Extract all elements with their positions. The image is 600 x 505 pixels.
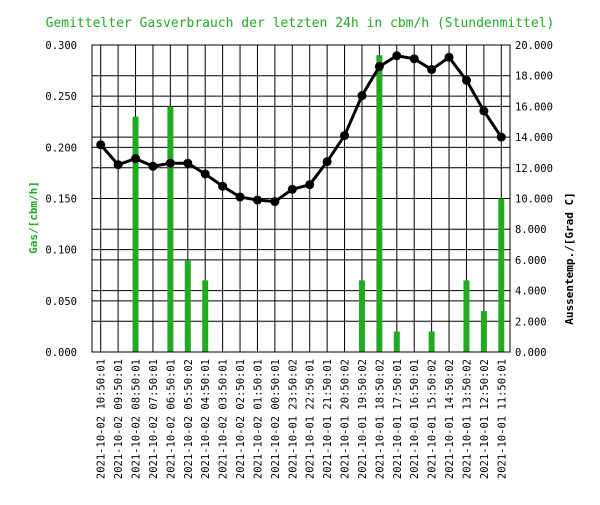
left-tick-label: 0.050	[45, 296, 77, 308]
gas-bar	[428, 331, 435, 352]
right-tick-label: 4.000	[515, 286, 547, 298]
x-tick-label: 2021-10-02 09:50:01	[113, 359, 125, 479]
x-tick-label: 2021-10-01 23:50:02	[287, 359, 299, 479]
right-tick-label: 16.000	[515, 101, 553, 113]
x-tick-label: 2021-10-01 20:50:02	[340, 359, 352, 479]
bar-series	[132, 55, 505, 353]
right-tick-label: 0.000	[515, 347, 547, 359]
temperature-point	[409, 54, 419, 64]
temperature-point	[374, 61, 384, 71]
temperature-point	[392, 51, 402, 61]
temperature-point	[96, 140, 106, 150]
left-tick-label: 0.100	[45, 245, 77, 257]
gas-bar	[480, 311, 487, 352]
right-tick-label: 10.000	[515, 194, 553, 206]
left-tick-label: 0.300	[45, 40, 77, 52]
right-axis-title: Aussentemp./[Grad C]	[563, 192, 576, 324]
temperature-point	[461, 75, 471, 85]
temperature-point	[252, 195, 262, 205]
x-tick-label: 2021-10-01 22:50:01	[305, 359, 317, 479]
gas-bar	[463, 280, 470, 352]
temperature-point	[305, 180, 315, 190]
right-tick-label: 20.000	[515, 40, 553, 52]
temperature-point	[322, 157, 332, 167]
left-tick-label: 0.000	[45, 347, 77, 359]
x-tick-label: 2021-10-01 17:50:01	[392, 359, 404, 479]
right-tick-label: 6.000	[515, 255, 547, 267]
x-tick-label: 2021-10-02 03:50:01	[218, 359, 230, 479]
gas-bar	[167, 106, 174, 353]
gas-bar	[184, 259, 191, 352]
temperature-point	[148, 161, 158, 171]
x-axis: 2021-10-02 10:50:01 2021-10-02 09:50:01 20…	[96, 359, 509, 479]
x-tick-label: 2021-10-01 21:50:01	[322, 359, 334, 479]
x-tick-label: 2021-10-02 04:50:01	[200, 359, 212, 479]
temperature-point	[131, 154, 141, 164]
temperature-point	[287, 184, 297, 194]
temperature-point	[218, 181, 228, 191]
x-tick-label: 2021-10-02 02:50:01	[235, 359, 247, 479]
x-tick-label: 2021-10-02 00:50:01	[270, 359, 282, 479]
temperature-point	[496, 132, 506, 142]
right-tick-label: 2.000	[515, 316, 547, 328]
gas-bar	[393, 331, 400, 352]
gas-bar	[202, 280, 209, 352]
gas-bar	[376, 55, 383, 352]
temperature-point	[113, 160, 123, 170]
x-tick-label: 2021-10-01 13:50:02	[461, 359, 473, 479]
left-axis-title: Gas/[cbm/h]	[27, 181, 40, 254]
x-tick-label: 2021-10-01 11:50:01	[496, 359, 508, 479]
gas-bar	[358, 280, 365, 352]
grid	[92, 44, 510, 353]
x-tick-label: 2021-10-01 12:50:02	[479, 359, 491, 479]
right-tick-label: 18.000	[515, 71, 553, 83]
right-axis: 0.000 2.000 4.000 6.000 8.000 10.000 12.000 14.…	[515, 40, 553, 359]
temperature-point	[479, 106, 489, 116]
temperature-point	[200, 169, 210, 179]
x-tick-label: 2021-10-01 16:50:01	[409, 359, 421, 479]
gas-bar	[498, 198, 505, 352]
temperature-point	[183, 158, 193, 168]
x-tick-label: 2021-10-01 18:50:02	[374, 359, 386, 479]
left-tick-label: 0.250	[45, 91, 77, 103]
temperature-point	[270, 197, 280, 207]
right-tick-label: 12.000	[515, 163, 553, 175]
temperature-point	[340, 131, 350, 141]
temperature-series	[96, 51, 506, 207]
left-tick-label: 0.200	[45, 142, 77, 154]
x-tick-label: 2021-10-02 01:50:01	[252, 359, 264, 479]
left-axis: 0.000 0.050 0.100 0.150 0.200 0.250 0.300	[45, 40, 77, 359]
temperature-point	[165, 158, 175, 168]
right-tick-label: 8.000	[515, 224, 547, 236]
left-tick-label: 0.150	[45, 194, 77, 206]
chart-title: Gemittelter Gasverbrauch der letzten 24h…	[46, 16, 555, 31]
temperature-point	[427, 65, 437, 75]
temperature-point	[235, 192, 245, 202]
x-tick-label: 2021-10-01 15:50:02	[427, 359, 439, 479]
temperature-point	[357, 91, 367, 101]
temperature-line	[99, 54, 503, 204]
x-tick-label: 2021-10-01 14:50:02	[444, 359, 456, 479]
x-tick-label: 2021-10-02 08:50:01	[131, 359, 143, 479]
x-tick-label: 2021-10-02 06:50:01	[165, 359, 177, 479]
temperature-point	[444, 52, 454, 62]
x-tick-label: 2021-10-02 07:50:01	[148, 359, 160, 479]
right-tick-label: 14.000	[515, 132, 553, 144]
x-tick-label: 2021-10-02 05:50:02	[183, 359, 195, 479]
plot-frame	[91, 44, 511, 353]
gas-bar	[132, 116, 139, 352]
x-tick-label: 2021-10-01 19:50:02	[357, 359, 369, 479]
x-tick-label: 2021-10-02 10:50:01	[96, 359, 108, 479]
